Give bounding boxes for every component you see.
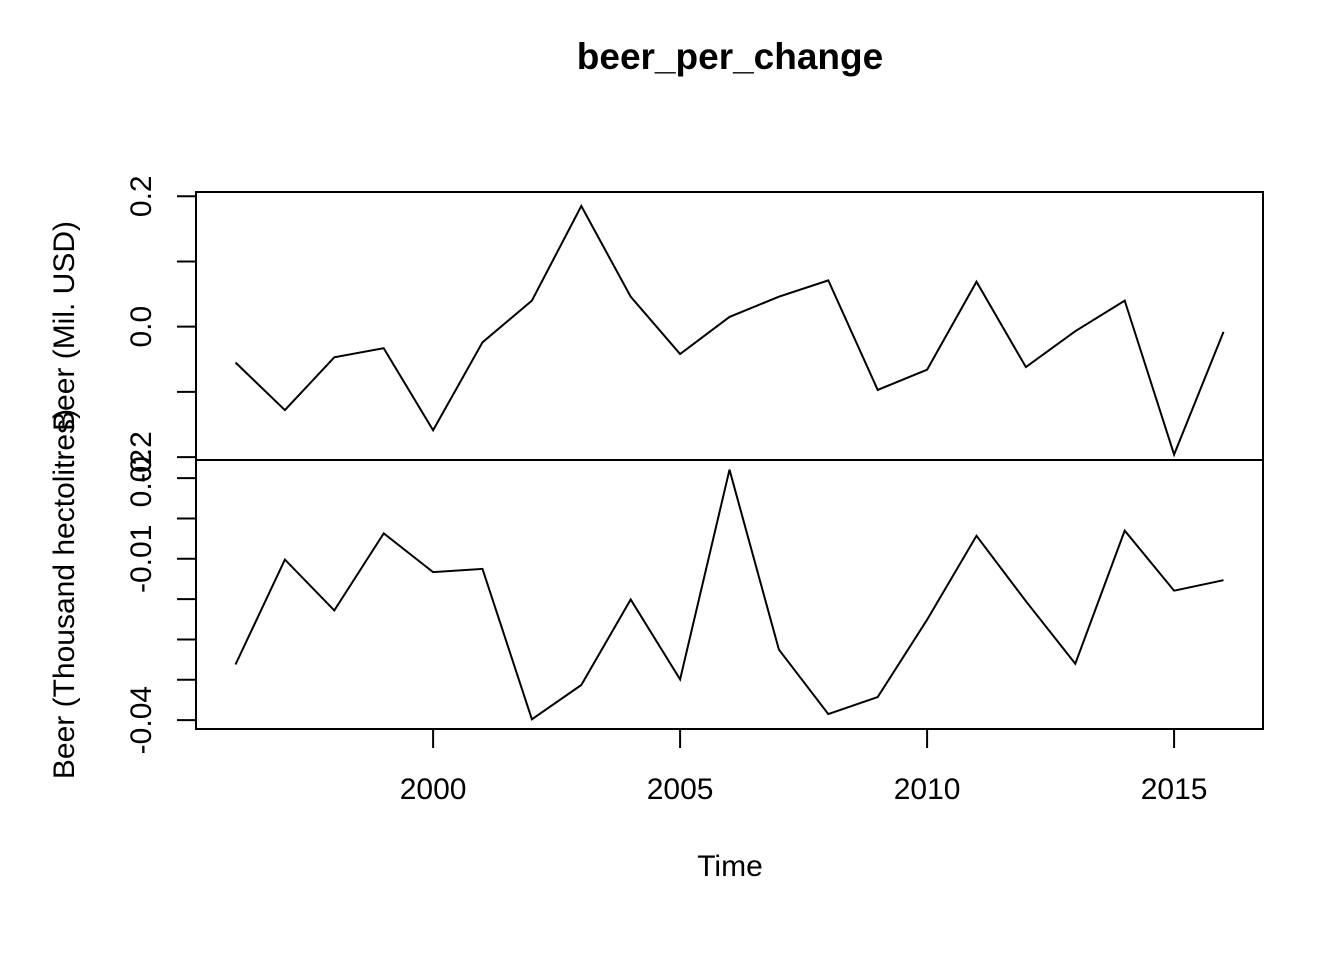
bottom-panel-series-line — [234, 469, 1224, 721]
x-tick-label: 2015 — [1141, 773, 1208, 806]
top-panel-y-tick-label: -0.2 — [125, 431, 158, 483]
bottom-panel-y-tick-label: -0.01 — [125, 525, 158, 593]
x-axis-label: Time — [697, 850, 763, 883]
bottom-panel-y-tick-label: 0.02 — [125, 449, 158, 507]
x-tick-label: 2005 — [647, 773, 714, 806]
x-tick-label: 2010 — [894, 773, 961, 806]
bottom-panel-y-tick-label: -0.04 — [125, 686, 158, 754]
bottom-panel-y-axis: 0.02 -0.01 -0.04 — [125, 449, 197, 754]
top-panel-frame — [195, 191, 1264, 461]
top-panel-series-line — [234, 203, 1225, 458]
bottom-panel-y-label: Beer (Thousand hectolitres) — [48, 409, 81, 779]
bottom-panel-frame — [195, 459, 1264, 730]
x-tick-label: 2000 — [400, 773, 467, 806]
top-panel-y-tick-label: 0.0 — [125, 306, 158, 348]
x-axis: 2000 2005 2010 2015 — [400, 728, 1208, 806]
top-panel-y-label: Beer (Mil. USD) — [48, 221, 81, 431]
chart-title: beer_per_change — [577, 36, 883, 77]
top-panel-y-axis: 0.2 0.0 -0.2 — [125, 175, 197, 483]
top-panel-y-tick-label: 0.2 — [125, 175, 158, 217]
